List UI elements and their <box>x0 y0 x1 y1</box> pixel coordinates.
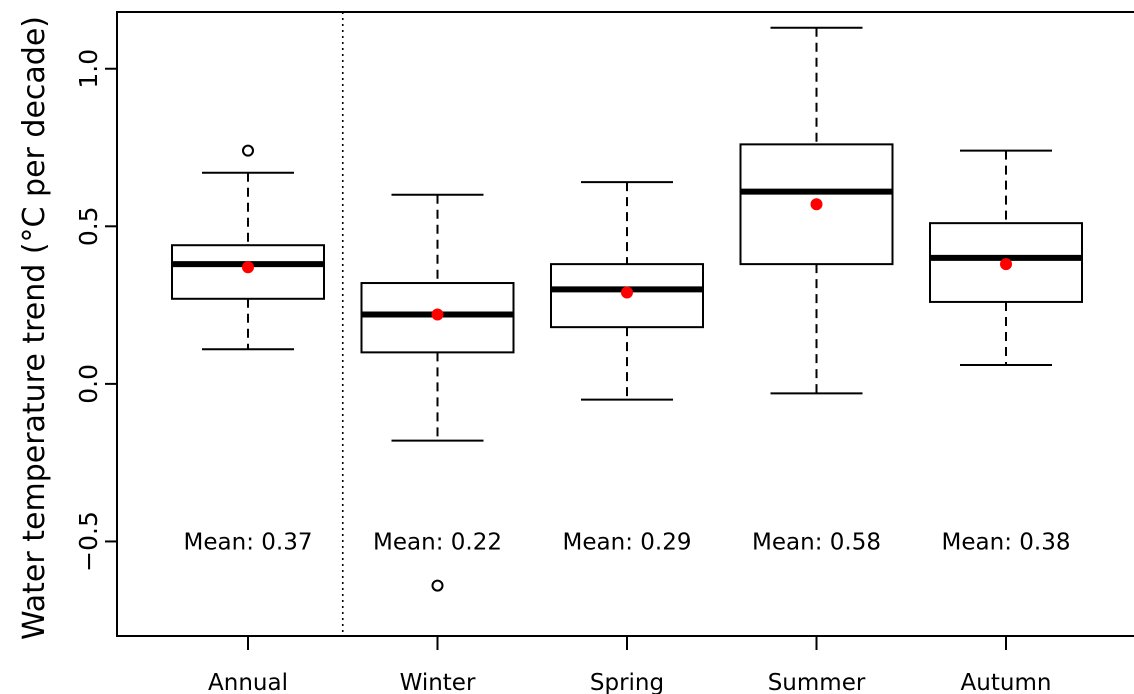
box-summer <box>739 26 894 395</box>
mean-point <box>1000 258 1012 271</box>
y-tick-label: 0.5 <box>74 206 103 246</box>
y-axis: −0.5 0.0 0.5 1.0 <box>74 49 117 572</box>
mean-point <box>810 198 823 211</box>
outlier-point <box>242 144 254 157</box>
box-spring <box>550 181 704 401</box>
y-tick-label: 1.0 <box>74 49 103 89</box>
boxes <box>171 26 1083 592</box>
mean-label: Mean: 0.38 <box>942 529 1071 555</box>
mean-label: Mean: 0.29 <box>563 529 692 555</box>
x-tick-label: Spring <box>590 670 664 694</box>
mean-labels: Mean: 0.37 Mean: 0.22 Mean: 0.29 Mean: 0.58… <box>184 529 1071 555</box>
iqr-box <box>360 282 515 354</box>
box-annual <box>171 144 325 351</box>
box-autumn <box>929 149 1083 366</box>
mean-point <box>242 261 254 274</box>
x-tick-label: Annual <box>208 670 288 694</box>
x-tick-label: Summer <box>768 670 866 694</box>
x-tick-label: Autumn <box>961 670 1052 694</box>
y-axis-title: Water temperature trend (°C per decade) <box>17 16 52 640</box>
x-axis: Annual Winter Spring Summer Autumn <box>208 636 1051 694</box>
box-winter <box>360 193 515 592</box>
mean-label: Mean: 0.37 <box>184 529 313 555</box>
outlier-point <box>431 579 444 592</box>
mean-label: Mean: 0.58 <box>752 529 881 555</box>
y-tick-label: −0.5 <box>74 511 103 572</box>
y-tick-label: 0.0 <box>74 364 103 404</box>
mean-point <box>431 308 444 321</box>
mean-point <box>621 286 633 299</box>
mean-label: Mean: 0.22 <box>373 529 502 555</box>
x-tick-label: Winter <box>400 670 476 694</box>
